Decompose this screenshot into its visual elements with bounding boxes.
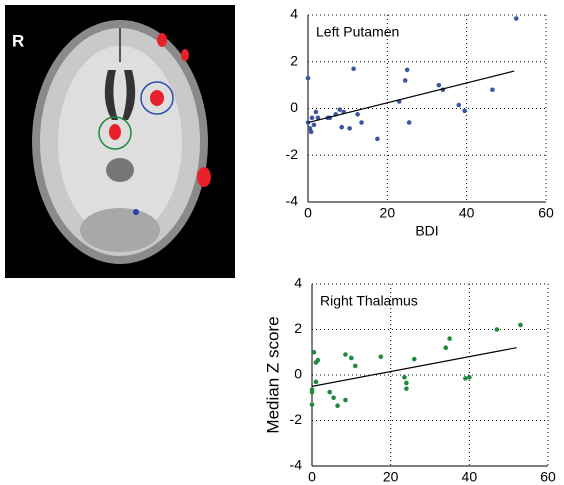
point	[447, 336, 452, 341]
y-tick-label: 2	[290, 52, 298, 68]
point	[339, 125, 344, 130]
point	[412, 357, 417, 362]
point	[443, 345, 448, 350]
point	[463, 376, 468, 381]
point	[347, 126, 352, 131]
occipital	[80, 208, 160, 252]
point	[407, 120, 412, 125]
y-tick-label: -4	[290, 457, 303, 473]
fit-line	[312, 348, 517, 387]
x-tick-label: 60	[538, 205, 554, 221]
point	[375, 137, 380, 142]
x-tick-label: 20	[380, 205, 396, 221]
point	[514, 16, 519, 21]
y-tick-label: 0	[290, 99, 298, 115]
y-tick-label: 4	[294, 275, 302, 291]
point	[355, 112, 360, 117]
point	[351, 66, 356, 71]
point	[343, 352, 348, 357]
point	[316, 358, 321, 363]
point	[462, 109, 467, 114]
point	[327, 390, 332, 395]
fit-line	[308, 71, 514, 122]
point	[349, 356, 354, 361]
y-tick-label: 4	[290, 6, 298, 22]
point	[310, 116, 315, 121]
point	[312, 123, 317, 128]
point	[312, 350, 317, 355]
point	[403, 78, 408, 83]
point	[309, 130, 314, 135]
activation-blob	[109, 124, 121, 140]
point	[314, 380, 319, 385]
x-tick-label: 0	[304, 205, 312, 221]
midbrain	[106, 158, 134, 182]
activation-blob	[197, 167, 211, 187]
y-tick-label: 2	[294, 320, 302, 336]
chart-title: Right Thalamus	[320, 293, 418, 309]
point	[467, 375, 472, 380]
activation-blob	[157, 33, 167, 47]
activation-blob	[181, 49, 189, 61]
point	[437, 83, 442, 88]
point	[353, 364, 358, 369]
point	[405, 68, 410, 73]
point	[379, 355, 384, 360]
point	[335, 403, 340, 408]
x-tick-label: 0	[308, 469, 316, 485]
side-label: R	[12, 31, 24, 50]
point	[495, 327, 500, 332]
point	[314, 110, 319, 115]
point	[331, 395, 336, 400]
point	[402, 375, 407, 380]
brain-image: R	[5, 5, 235, 278]
y-tick-label: -2	[290, 411, 303, 427]
x-tick-label: 60	[540, 469, 556, 485]
point	[518, 323, 523, 328]
y-tick-label: -4	[286, 193, 299, 209]
chart-title: Left Putamen	[316, 24, 399, 40]
x-tick-label: 20	[383, 469, 399, 485]
x-axis-label: BDI	[415, 223, 438, 239]
y-tick-label: 0	[294, 366, 302, 382]
point	[359, 120, 364, 125]
point	[456, 103, 461, 108]
y-axis-label: Median Z score	[263, 316, 282, 433]
point	[490, 88, 495, 93]
point	[404, 386, 409, 391]
point	[306, 76, 311, 81]
y-tick-label: -2	[286, 146, 299, 162]
point	[310, 402, 315, 407]
point	[310, 390, 315, 395]
x-tick-label: 40	[462, 469, 478, 485]
point	[343, 398, 348, 403]
activation-blob	[133, 209, 139, 215]
x-tick-label: 40	[459, 205, 475, 221]
activation-blob	[150, 90, 164, 106]
point	[404, 381, 409, 386]
figure: R -4-20240204060Left PutamenBDI-4-202402…	[0, 0, 564, 485]
point	[337, 107, 342, 112]
